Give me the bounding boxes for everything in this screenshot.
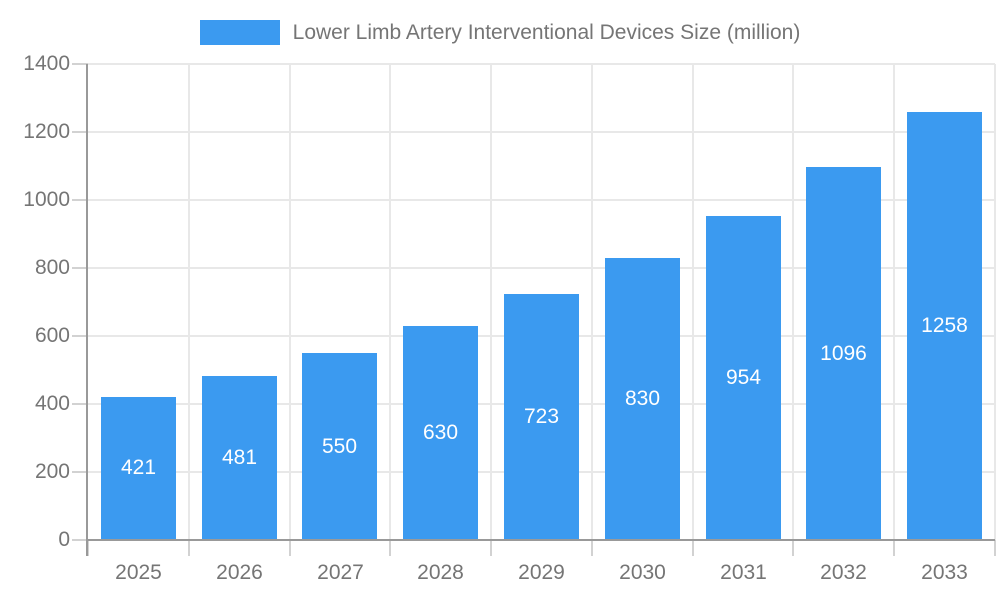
bar[interactable] <box>504 294 579 540</box>
bar[interactable] <box>202 376 277 540</box>
y-axis-tick <box>72 199 88 201</box>
y-axis-line <box>86 64 88 556</box>
legend[interactable]: Lower Limb Artery Interventional Devices… <box>0 14 1000 50</box>
x-tick-label: 2027 <box>317 561 364 584</box>
gridline-horizontal <box>88 267 995 269</box>
gridline-vertical <box>692 64 694 540</box>
x-tick-label: 2033 <box>921 561 968 584</box>
gridline-horizontal <box>88 199 995 201</box>
bar-value-label: 1096 <box>820 342 867 365</box>
gridline-vertical <box>490 64 492 540</box>
bar-value-label: 1258 <box>921 314 968 337</box>
x-axis-tick <box>289 540 291 556</box>
y-tick-label: 600 <box>34 324 70 347</box>
x-axis-tick <box>994 540 996 556</box>
gridline-vertical <box>591 64 593 540</box>
bar-value-label: 723 <box>523 405 560 428</box>
bar-value-label: 830 <box>624 387 661 410</box>
legend-swatch <box>199 19 280 45</box>
bar[interactable] <box>907 112 982 540</box>
bar[interactable] <box>403 326 478 540</box>
x-axis-tick <box>389 540 391 556</box>
x-tick-label: 2029 <box>518 561 565 584</box>
x-tick-label: 2030 <box>619 561 666 584</box>
y-tick-label: 800 <box>34 256 70 279</box>
y-tick-label: 1200 <box>23 120 70 143</box>
bar-value-label: 630 <box>422 421 459 444</box>
x-axis-tick <box>188 540 190 556</box>
x-axis-tick <box>692 540 694 556</box>
bar[interactable] <box>706 216 781 540</box>
y-axis-tick <box>72 403 88 405</box>
x-tick-label: 2025 <box>115 561 162 584</box>
bar[interactable] <box>302 353 377 540</box>
y-axis-tick <box>72 267 88 269</box>
bar-value-label: 481 <box>221 446 258 469</box>
gridline-vertical <box>289 64 291 540</box>
x-axis-tick <box>87 540 89 556</box>
bar[interactable] <box>806 167 881 540</box>
gridline-vertical <box>994 64 996 540</box>
y-tick-label: 400 <box>34 392 70 415</box>
y-axis-tick <box>72 131 88 133</box>
x-tick-label: 2031 <box>720 561 767 584</box>
legend-label: Lower Limb Artery Interventional Devices… <box>292 20 801 44</box>
gridline-vertical <box>389 64 391 540</box>
bar-value-label: 421 <box>120 456 157 479</box>
x-axis-tick <box>591 540 593 556</box>
x-axis-tick <box>490 540 492 556</box>
x-axis-line <box>86 539 995 541</box>
y-axis-tick <box>72 539 88 541</box>
y-tick-label: 1400 <box>23 52 70 75</box>
y-axis-tick <box>72 335 88 337</box>
bar-value-label: 550 <box>321 435 358 458</box>
x-axis-tick <box>792 540 794 556</box>
bar[interactable] <box>101 397 176 540</box>
bar[interactable] <box>605 258 680 540</box>
bar-value-label: 954 <box>725 366 762 389</box>
y-axis-tick <box>72 63 88 65</box>
gridline-horizontal <box>88 63 995 65</box>
x-tick-label: 2026 <box>216 561 263 584</box>
x-tick-label: 2032 <box>820 561 867 584</box>
gridline-vertical <box>893 64 895 540</box>
gridline-vertical <box>188 64 190 540</box>
y-axis-tick <box>72 471 88 473</box>
x-tick-label: 2028 <box>417 561 464 584</box>
y-tick-label: 1000 <box>23 188 70 211</box>
x-axis-tick <box>893 540 895 556</box>
gridline-horizontal <box>88 131 995 133</box>
gridline-vertical <box>792 64 794 540</box>
y-tick-label: 200 <box>34 460 70 483</box>
y-tick-label: 0 <box>58 528 70 551</box>
